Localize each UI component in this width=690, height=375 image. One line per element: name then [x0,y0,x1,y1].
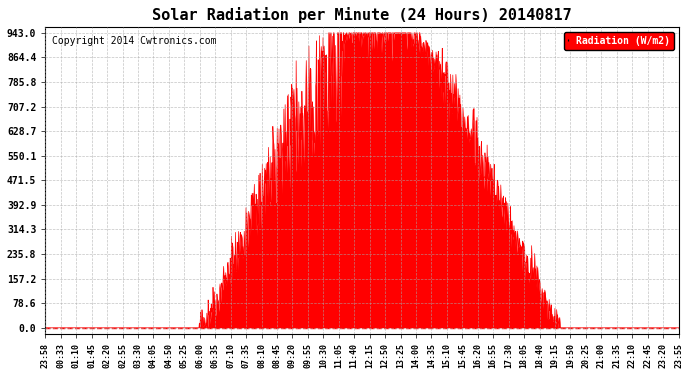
Text: Copyright 2014 Cwtronics.com: Copyright 2014 Cwtronics.com [52,36,216,46]
Legend: Radiation (W/m2): Radiation (W/m2) [564,32,673,50]
Title: Solar Radiation per Minute (24 Hours) 20140817: Solar Radiation per Minute (24 Hours) 20… [152,7,572,23]
